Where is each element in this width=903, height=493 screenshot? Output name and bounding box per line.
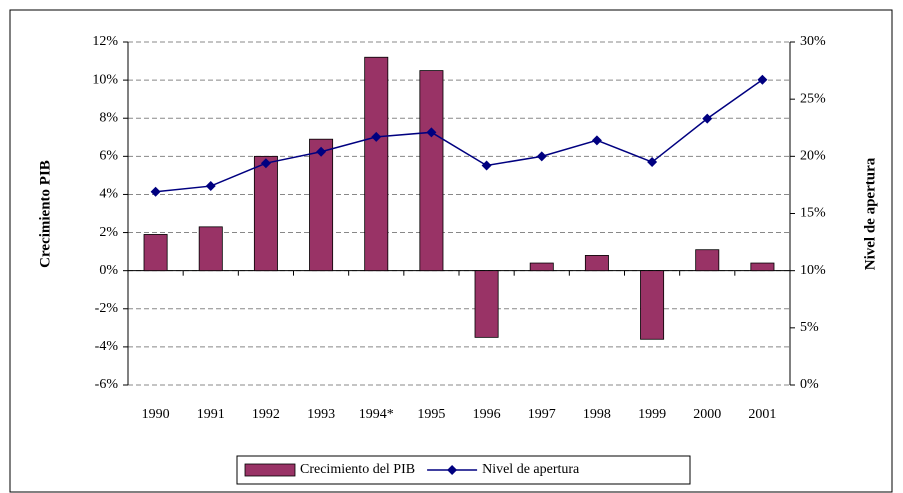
marker: [481, 160, 492, 171]
y2-tick-label: 25%: [800, 91, 826, 106]
y-tick-label: -2%: [95, 301, 119, 316]
marker: [205, 181, 216, 192]
y-axis-title: Crecimiento PIB: [37, 160, 53, 268]
y2-tick-label: 30%: [800, 34, 826, 49]
marker: [371, 131, 382, 142]
x-tick-label: 1991: [197, 407, 225, 422]
bar: [584, 255, 609, 272]
x-tick-label: 1993: [307, 407, 335, 422]
y2-tick-label: 5%: [800, 320, 819, 335]
x-tick-label: 1990: [142, 407, 170, 422]
x-tick-label: 2001: [748, 407, 776, 422]
x-tick-label: 1994*: [359, 407, 394, 422]
bar: [309, 138, 334, 272]
y-tick-label: 6%: [99, 149, 118, 164]
marker: [150, 186, 161, 197]
bar: [364, 56, 389, 272]
line: [155, 79, 763, 193]
marker: [536, 151, 547, 162]
bar: [198, 226, 223, 272]
y-tick-label: 10%: [92, 72, 118, 87]
bar: [695, 249, 720, 272]
y-tick-label: -6%: [95, 377, 119, 392]
x-tick-label: 1998: [583, 407, 611, 422]
y-tick-label: 12%: [92, 34, 118, 49]
legend-swatch: [244, 463, 296, 477]
y2-tick-label: 20%: [800, 149, 826, 164]
marker: [757, 74, 768, 85]
bar: [474, 270, 499, 338]
x-tick-label: 1995: [417, 407, 445, 422]
legend-marker: [447, 465, 458, 475]
y2-tick-label: 10%: [800, 263, 826, 278]
y2-axis-title: Nivel de apertura: [862, 157, 878, 270]
marker: [426, 127, 437, 138]
bar: [640, 270, 665, 340]
bar: [750, 262, 775, 272]
bar: [419, 70, 444, 272]
x-tick-label: 1996: [473, 407, 501, 422]
marker: [702, 113, 713, 124]
marker: [260, 158, 271, 169]
marker: [647, 157, 658, 168]
y-tick-label: 2%: [99, 225, 118, 240]
x-tick-label: 1997: [528, 407, 556, 422]
y2-tick-label: 0%: [800, 377, 819, 392]
bar: [143, 234, 168, 272]
x-tick-label: 1999: [638, 407, 666, 422]
y2-tick-label: 15%: [800, 206, 826, 221]
y-tick-label: 8%: [99, 110, 118, 125]
y-tick-label: 0%: [99, 263, 118, 278]
x-tick-label: 2000: [693, 407, 721, 422]
bar: [253, 155, 278, 272]
marker: [591, 135, 602, 146]
y-tick-label: 4%: [99, 187, 118, 202]
bar: [529, 262, 554, 272]
x-tick-label: 1992: [252, 407, 280, 422]
legend-label: Nivel de apertura: [482, 462, 580, 477]
marker: [316, 146, 327, 157]
y-tick-label: -4%: [95, 339, 119, 354]
legend-label: Crecimiento del PIB: [300, 462, 415, 477]
